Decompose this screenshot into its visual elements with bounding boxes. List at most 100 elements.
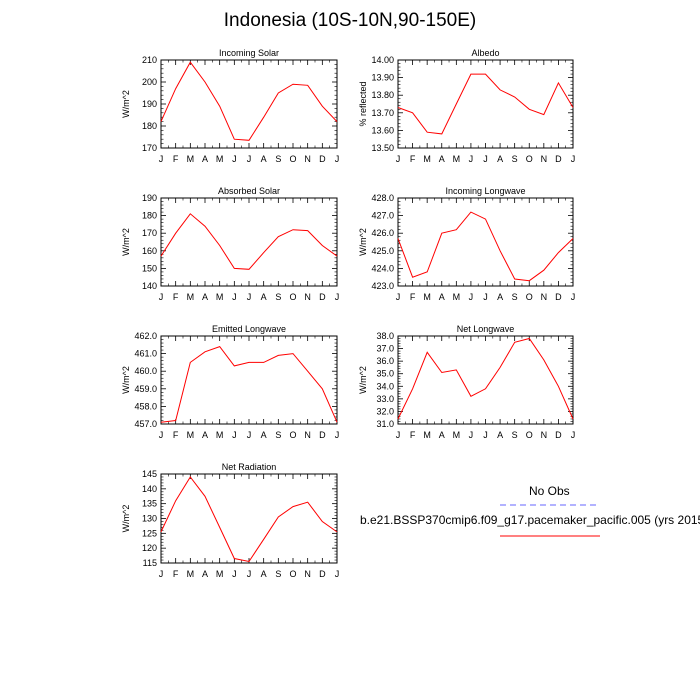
panel-frame — [397, 59, 574, 149]
x-tick-label: D — [555, 430, 562, 440]
x-tick-label: D — [555, 292, 562, 302]
y-tick-label: 462.0 — [134, 331, 157, 341]
x-tick-label: A — [261, 154, 267, 164]
x-tick-label: M — [216, 154, 224, 164]
x-tick-label: M — [187, 430, 195, 440]
y-tick-label: 426.0 — [371, 228, 394, 238]
x-tick-label: J — [469, 292, 474, 302]
x-tick-label: F — [410, 154, 416, 164]
panel-frame — [160, 59, 338, 149]
x-tick-label: M — [187, 292, 195, 302]
x-tick-label: A — [202, 569, 208, 579]
y-tick-label: 135 — [142, 499, 157, 509]
y-tick-label: 150 — [142, 263, 157, 273]
x-tick-label: J — [232, 569, 237, 579]
x-tick-label: M — [216, 569, 224, 579]
panel-frame — [160, 335, 338, 425]
y-tick-label: 13.90 — [371, 73, 394, 83]
x-tick-label: J — [247, 292, 252, 302]
x-tick-label: M — [187, 154, 195, 164]
x-tick-label: D — [319, 154, 326, 164]
x-tick-label: A — [439, 154, 445, 164]
panel-title: Incoming Solar — [219, 48, 279, 58]
y-axis-label: W/m^2 — [121, 505, 131, 533]
series-line — [160, 61, 338, 141]
y-tick-label: 13.80 — [371, 90, 394, 100]
x-tick-label: O — [526, 430, 533, 440]
y-tick-label: 13.70 — [371, 108, 394, 118]
y-tick-label: 423.0 — [371, 281, 394, 291]
x-tick-label: D — [319, 569, 326, 579]
y-tick-label: 428.0 — [371, 193, 394, 203]
panel-frame — [160, 473, 338, 564]
legend-obs-label: No Obs — [529, 484, 570, 498]
y-tick-label: 460.0 — [134, 366, 157, 376]
x-tick-label: F — [173, 154, 179, 164]
x-tick-label: A — [261, 569, 267, 579]
y-tick-label: 130 — [142, 514, 157, 524]
series-line — [397, 73, 574, 135]
y-tick-label: 425.0 — [371, 246, 394, 256]
x-tick-label: F — [410, 292, 416, 302]
y-axis-label: W/m^2 — [358, 366, 368, 394]
x-tick-label: J — [483, 430, 488, 440]
y-tick-label: 190 — [142, 193, 157, 203]
x-tick-label: O — [526, 154, 533, 164]
y-tick-label: 38.0 — [376, 331, 394, 341]
x-tick-label: J — [396, 154, 401, 164]
y-tick-label: 170 — [142, 228, 157, 238]
y-tick-label: 170 — [142, 143, 157, 153]
x-tick-label: N — [304, 154, 311, 164]
y-tick-label: 140 — [142, 281, 157, 291]
x-tick-label: S — [275, 430, 281, 440]
x-tick-label: F — [410, 430, 416, 440]
y-tick-label: 31.0 — [376, 419, 394, 429]
series-line — [160, 476, 338, 563]
y-tick-label: 461.0 — [134, 349, 157, 359]
x-tick-label: D — [555, 154, 562, 164]
x-tick-label: N — [541, 430, 548, 440]
x-tick-label: A — [202, 154, 208, 164]
x-tick-label: S — [512, 430, 518, 440]
y-axis-label: W/m^2 — [121, 228, 131, 256]
x-tick-label: D — [319, 430, 326, 440]
x-tick-label: A — [497, 430, 503, 440]
y-tick-label: 32.0 — [376, 406, 394, 416]
x-tick-label: M — [423, 154, 431, 164]
x-tick-label: N — [541, 154, 548, 164]
x-tick-label: S — [512, 154, 518, 164]
x-tick-label: J — [571, 292, 576, 302]
y-tick-label: 125 — [142, 528, 157, 538]
x-tick-label: J — [335, 430, 340, 440]
y-axis-label: W/m^2 — [358, 228, 368, 256]
x-tick-label: J — [159, 292, 164, 302]
x-tick-label: O — [289, 430, 296, 440]
y-tick-label: 190 — [142, 99, 157, 109]
y-tick-label: 115 — [143, 558, 157, 568]
y-tick-label: 35.0 — [376, 369, 394, 379]
x-tick-label: D — [319, 292, 326, 302]
panel-title: Net Longwave — [457, 324, 515, 334]
panel-title: Incoming Longwave — [445, 186, 525, 196]
page-title: Indonesia (10S-10N,90-150E) — [223, 10, 477, 31]
y-tick-label: 120 — [142, 543, 157, 553]
y-axis-label: W/m^2 — [121, 366, 131, 394]
x-tick-label: J — [247, 430, 252, 440]
panel-frame — [160, 197, 338, 287]
y-tick-label: 140 — [142, 484, 157, 494]
y-tick-label: 427.0 — [371, 211, 394, 221]
x-tick-label: J — [483, 154, 488, 164]
x-tick-label: M — [453, 292, 461, 302]
y-tick-label: 37.0 — [376, 344, 394, 354]
y-tick-label: 180 — [142, 121, 157, 131]
x-tick-label: J — [335, 569, 340, 579]
y-tick-label: 145 — [142, 469, 157, 479]
y-tick-label: 210 — [142, 55, 157, 65]
x-tick-label: M — [216, 292, 224, 302]
y-tick-label: 160 — [142, 246, 157, 256]
y-tick-label: 14.00 — [371, 55, 394, 65]
x-tick-label: N — [304, 292, 311, 302]
panel-title: Albedo — [471, 48, 499, 58]
y-tick-label: 200 — [142, 77, 157, 87]
